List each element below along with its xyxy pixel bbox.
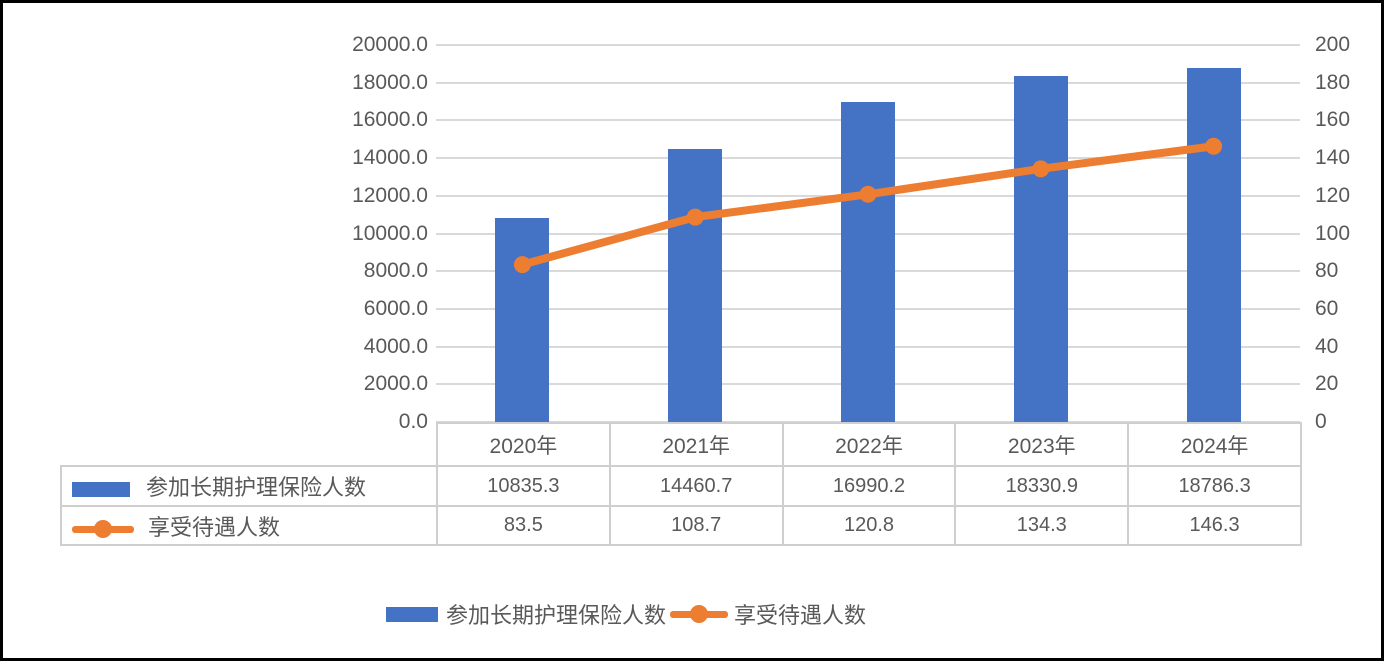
right-axis-tick: 160 (1315, 108, 1351, 132)
right-axis-tick: 100 (1315, 221, 1351, 245)
right-axis-tick: 200 (1315, 33, 1351, 56)
right-axis-tick: 40 (1315, 334, 1339, 358)
table-value-cell: 18330.9 (954, 465, 1130, 507)
table-year-cell: 2023年 (954, 422, 1130, 467)
table-value-cell: 120.8 (781, 505, 957, 546)
table-value-cell: 16990.2 (781, 465, 957, 507)
line-key-marker (94, 519, 112, 538)
left-axis-tick: 8000.0 (363, 259, 428, 283)
line-legend-marker (690, 605, 709, 623)
right-axis-tick: 60 (1315, 296, 1339, 320)
table-series-label: 享受待遇人数 (148, 514, 281, 540)
left-axis-tick: 10000.0 (352, 221, 428, 245)
line-key-swatch (72, 519, 134, 538)
gridline (436, 421, 1300, 423)
table-corner-blank (61, 423, 437, 466)
gridline (436, 44, 1300, 46)
bar (668, 149, 723, 422)
right-axis-tick: 80 (1315, 259, 1339, 283)
bar (841, 101, 895, 422)
right-axis-tick: 140 (1315, 146, 1351, 170)
table-value-cell: 108.7 (608, 505, 784, 546)
bar (1186, 67, 1241, 422)
table-value-cell: 14460.7 (608, 465, 784, 507)
table-value-cell: 83.5 (436, 505, 611, 546)
line-series (513, 137, 1223, 274)
chart-legend: 参加长期护理保险人数 享受待遇人数 (386, 599, 866, 629)
line-path (518, 142, 1218, 269)
table-series-label: 参加长期护理保险人数 (146, 475, 367, 500)
bar-legend-swatch (386, 606, 438, 622)
table-row: 享受待遇人数 83.5 108.7 120.8 134.3 146.3 (60, 505, 1302, 546)
table-year-cell: 2021年 (608, 422, 784, 467)
line-marker (1205, 137, 1223, 155)
table-value-cell: 10835.3 (436, 465, 611, 507)
right-axis-tick: 0 (1315, 410, 1327, 433)
gridline (436, 81, 1300, 84)
left-axis-tick: 20000.0 (352, 33, 428, 56)
table-series-label-cell: 享受待遇人数 (60, 505, 438, 546)
table-row: 参加长期护理保险人数 10835.3 14460.7 16990.2 18330.9 18… (60, 465, 1302, 507)
line-marker (859, 185, 877, 203)
plot-area (436, 44, 1300, 423)
line-legend-label: 享受待遇人数 (734, 603, 867, 628)
table-series-label-cell: 参加长期护理保险人数 (60, 465, 438, 507)
line-legend-swatch (670, 605, 729, 623)
right-axis: 0 20 40 60 80 100 120 140 160 180 200 (1311, 33, 1381, 433)
table-value-cell: 18786.3 (1127, 465, 1302, 507)
left-axis-tick: 6000.0 (363, 296, 428, 320)
left-axis-tick: 0.0 (398, 410, 428, 433)
left-axis-tick: 18000.0 (352, 70, 428, 94)
left-axis-tick: 2000.0 (363, 372, 428, 396)
bar-key-swatch (72, 481, 130, 497)
data-table: 2020年 2021年 2022年 2023年 2024年参加长期护理保险人数 10835… (60, 422, 1302, 546)
left-axis-tick: 14000.0 (352, 146, 428, 170)
line-marker (686, 208, 704, 226)
table-year-cell: 2020年 (436, 422, 611, 467)
line-marker (513, 256, 531, 274)
bar (1013, 76, 1068, 422)
left-axis-tick: 4000.0 (363, 334, 428, 358)
table-value-cell: 146.3 (1127, 505, 1302, 546)
bar-legend-label: 参加长期护理保险人数 (446, 603, 667, 628)
right-axis-tick: 120 (1315, 183, 1351, 207)
table-year-cell: 2022年 (781, 422, 957, 467)
right-axis-tick: 180 (1315, 70, 1351, 94)
table-value-cell: 134.3 (954, 505, 1130, 546)
left-axis: 0.0 2000.0 4000.0 6000.0 8000.0 10000.0 12000.… (3, 33, 428, 433)
bar (495, 217, 550, 422)
table-year-cell: 2024年 (1127, 422, 1302, 467)
right-axis-tick: 20 (1315, 372, 1339, 396)
left-axis-tick: 16000.0 (352, 108, 428, 132)
left-axis-tick: 12000.0 (352, 183, 428, 207)
table-header-row: 2020年 2021年 2022年 2023年 2024年 (61, 422, 1302, 467)
line-marker (1032, 160, 1050, 178)
